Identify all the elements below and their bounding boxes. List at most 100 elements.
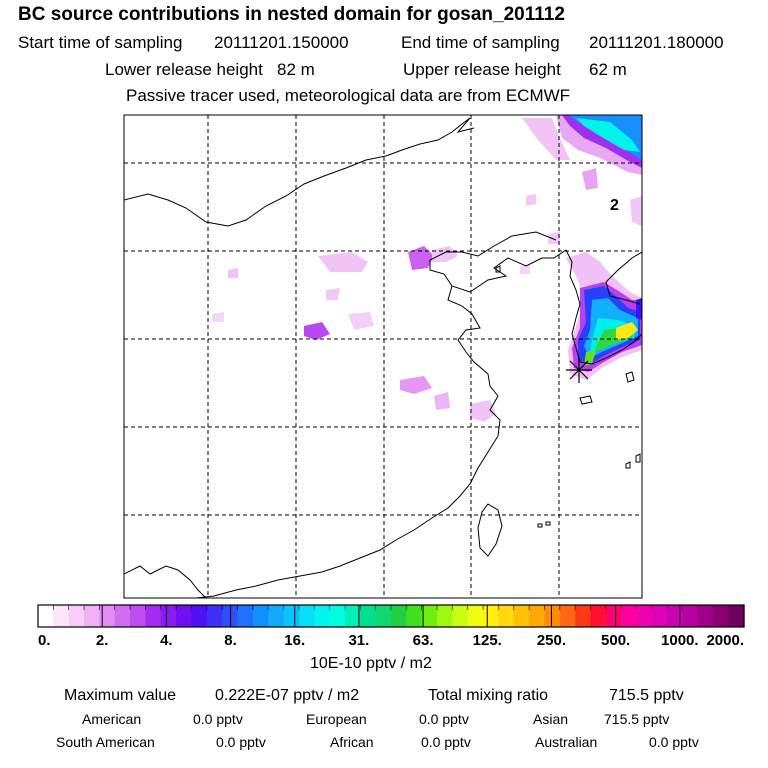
lower-height-label: Lower release height [105,60,263,79]
concentration-field [212,115,642,422]
patch-china-1 [318,252,368,272]
grid-lines [124,115,642,598]
colorbar-swatch [590,605,607,627]
coast-korea-east [605,251,642,305]
colorbar-swatch [38,605,54,627]
region-african-value: 0.0 pptv [421,734,471,750]
colorbar-swatch [498,605,515,627]
colorbar-swatch [360,605,377,627]
colorbar-swatch [559,605,576,627]
colorbar-tick-label: 2000. [706,632,744,649]
region-south-american-name: South American [56,734,155,750]
colorbar-swatch [391,605,407,627]
colorbar-swatch [575,605,592,627]
max-value-label: Maximum value [64,687,177,704]
patch-china-4 [304,322,330,340]
colorbar-swatch [237,605,254,627]
coastlines [124,117,642,598]
colorbar-tick-label: 4. [160,632,173,649]
colorbar-swatch [53,605,70,627]
border-north [124,117,471,227]
patch-china-2 [408,246,434,270]
colorbar-frame [37,604,745,628]
region-asian-value: 715.5 pptv [604,711,670,727]
islet-5 [545,521,551,526]
colorbar-swatch [483,605,500,627]
colorbar-unit: 10E-10 pptv / m2 [310,655,432,672]
region-european-value: 0.0 pptv [419,711,469,727]
islet-6 [495,265,501,273]
colorbar-tick-label: 0. [38,632,51,649]
colorbar-swatch [68,605,85,627]
japan-islet-1 [625,371,635,383]
colorbar-swatch [697,605,714,627]
patch-china-8 [434,392,450,410]
colorbar-tick-label: 8. [224,632,237,649]
colorbar-tick-label: 250. [537,632,566,649]
patch-china-7 [400,376,432,394]
colorbar [38,605,745,627]
colorbar-tick-label: 31. [348,632,369,649]
colorbar-swatch [452,605,469,627]
max-value: 0.222E-07 pptv / m2 [215,687,360,704]
patch-china-14 [520,264,530,274]
japan-islet-2 [635,453,641,463]
patch-china-5 [326,288,340,300]
plume-east-edge [630,196,642,226]
coast-korea [565,249,642,365]
coast-bohai [429,231,567,293]
region-australian-value: 0.0 pptv [649,734,699,750]
colorbar-swatch [130,605,147,627]
colorbar-swatch [544,605,561,627]
colorbar-tick-label: 2. [96,632,109,649]
colorbar-swatch [298,605,315,627]
end-time-label: End time of sampling [401,33,560,52]
colorbar-swatch [329,605,346,627]
colorbar-swatch [160,605,177,627]
colorbar-swatch [667,605,684,627]
colorbar-swatch [513,605,530,627]
japan-islet-3 [625,461,631,469]
colorbar-swatch [636,605,653,627]
jeju-island [579,395,593,405]
region-european-name: European [306,711,367,727]
patch-china-6 [348,312,374,330]
map-area: 2 [124,115,642,598]
patch-china-10 [228,268,238,278]
patch-china-3 [432,246,458,262]
patch-china-9 [470,400,496,422]
region-south-american-value: 0.0 pptv [216,734,266,750]
colorbar-swatch [375,605,392,627]
colorbar-swatch [406,605,423,627]
plume-north-spot [582,168,598,190]
chart-title: BC source contributions in nested domain… [18,4,565,25]
taiwan [477,503,503,557]
border-south [124,565,207,598]
lower-height-value: 82 m [277,60,315,79]
colorbar-swatch [713,605,730,627]
border-northeast [456,117,475,133]
colorbar-tick-label: 63. [413,632,434,649]
colorbar-swatch [283,605,300,627]
colorbar-swatch [344,605,361,627]
colorbar-swatch [605,605,622,627]
start-time-value: 20111201.150000 [214,33,349,52]
total-mixing-value: 715.5 pptv [609,687,684,704]
colorbar-swatch [176,605,193,627]
patch-china-12 [526,194,536,206]
upper-height-label: Upper release height [403,60,561,79]
colorbar-swatch [206,605,223,627]
patch-china-13 [548,232,560,244]
colorbar-swatch [728,605,745,627]
tracer-note: Passive tracer used, meteorological data… [126,86,571,105]
coast-china [195,285,501,598]
colorbar-swatch [252,605,269,627]
region-australian-name: Australian [535,734,598,750]
colorbar-swatch [682,605,699,627]
plume-northeast-core [576,118,640,152]
region-asian-name: Asian [533,711,569,727]
colorbar-tick-label: 16. [284,632,305,649]
total-mixing-label: Total mixing ratio [428,687,549,704]
map-label: 2 [610,197,619,214]
